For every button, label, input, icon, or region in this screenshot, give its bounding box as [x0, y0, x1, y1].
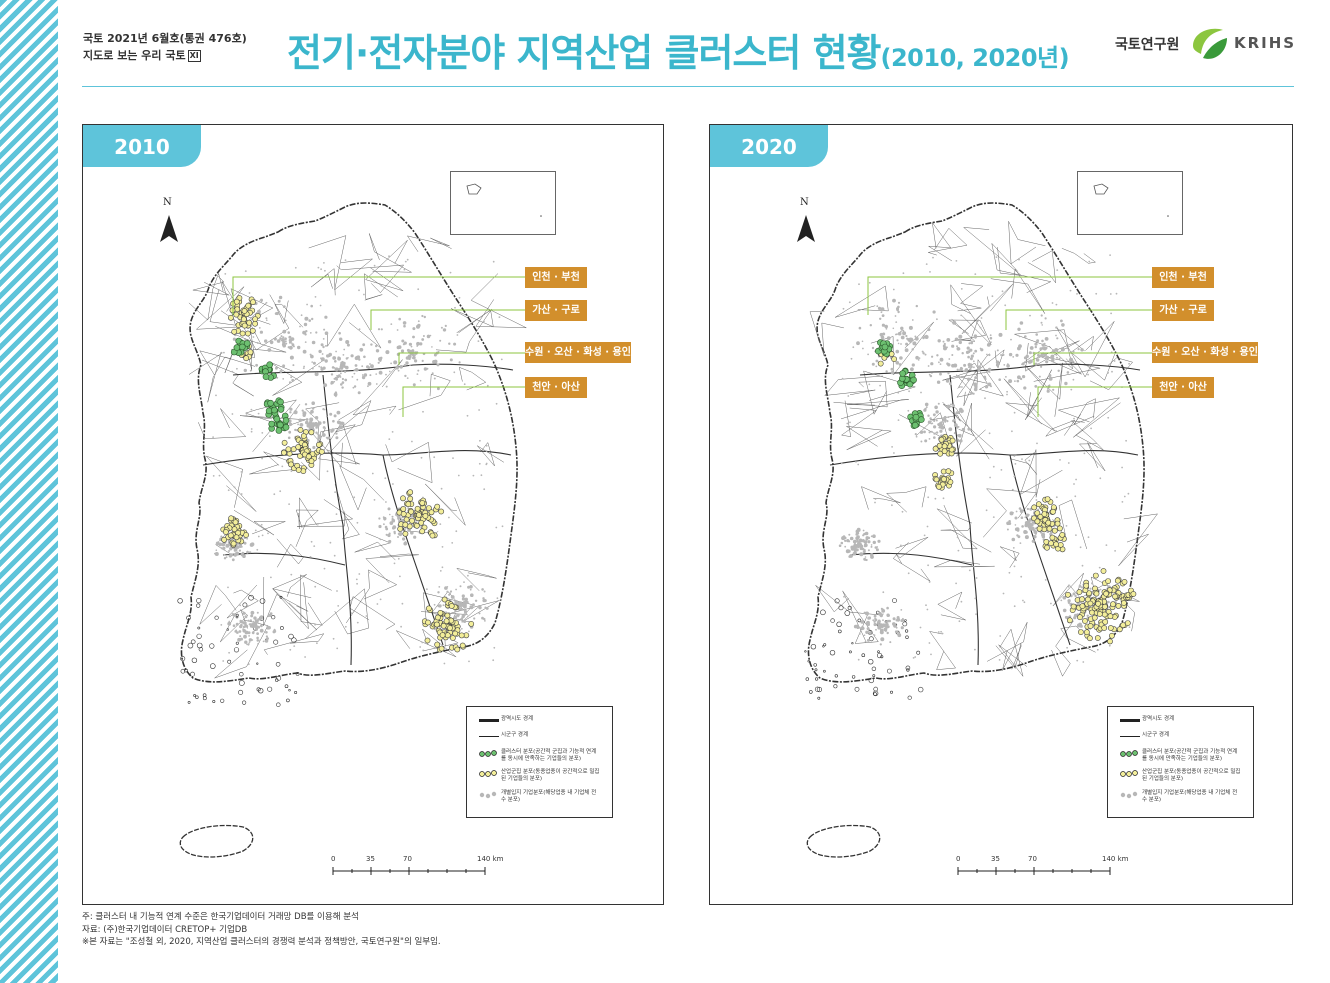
legend-district-boundary: 시군구 경계: [1142, 732, 1170, 738]
map-legend: 광역시도 경계 시군구 경계 클러스터 분포(공간적 군집과 기능적 연계를 동…: [1107, 706, 1254, 818]
legend-industry-agglomeration: 산업군집 분포(동종업종이 공간적으로 밀집된 기업들의 분포): [501, 769, 600, 782]
scale-tick-0: 0: [956, 855, 961, 863]
inset-map-dokdo: [450, 171, 556, 235]
north-label: N: [163, 197, 172, 208]
footnote-source: 자료: (주)한국기업데이터 CRETOP+ 기업DB: [82, 924, 248, 935]
org-logo: 국토연구원 KRIHS: [1115, 24, 1300, 64]
header-divider: [82, 86, 1294, 87]
legend-province-boundary: 광역시도 경계: [501, 716, 534, 722]
legend-cluster: 클러스터 분포(공간적 군집과 기능적 연계를 동시에 만족하는 기업들의 분포…: [1142, 749, 1238, 762]
scale-tick-140: 140 km: [1102, 855, 1129, 863]
scale-bar: 0 35 70 140 km: [956, 855, 1132, 879]
footnotes: 주: 클러스터 내 기능적 연계 수준은 한국기업데이터 거래망 DB를 이용해…: [82, 911, 441, 949]
title-main: 전기·전자분야 지역산업 클러스터 현황: [287, 31, 881, 75]
map-canvas-2020: [804, 202, 1159, 858]
legend-individual-firms: 개별입지 기업분포(해당업종 내 기업체 전수 분포): [1142, 790, 1238, 803]
region-label-incheon-bucheon: 인천 · 부천: [525, 267, 587, 288]
inset-map-dokdo: [1077, 171, 1183, 235]
legend-district-boundary: 시군구 경계: [501, 732, 529, 738]
region-label-incheon-bucheon: 인천 · 부천: [1152, 267, 1214, 288]
scale-tick-70: 70: [403, 855, 412, 863]
legend-province-boundary: 광역시도 경계: [1142, 716, 1175, 722]
scale-tick-35: 35: [366, 855, 375, 863]
region-label-gasan-guro: 가산 · 구로: [525, 300, 587, 321]
page-title: 전기·전자분야 지역산업 클러스터 현황(2010, 2020년): [287, 22, 1070, 77]
org-name-en: KRIHS: [1234, 34, 1297, 52]
north-arrow: N: [157, 197, 181, 247]
krihs-logo-icon: [1193, 28, 1227, 59]
region-label-suwon-osan-hwaseong-yongin: 수원 · 오산 · 화성 · 용인: [1152, 342, 1258, 363]
region-label-gasan-guro: 가산 · 구로: [1152, 300, 1214, 321]
map-canvas-2010: [177, 202, 527, 858]
scale-tick-35: 35: [991, 855, 1000, 863]
map-legend: 광역시도 경계 시군구 경계 클러스터 분포(공간적 군집과 기능적 연계를 동…: [466, 706, 613, 818]
scale-tick-0: 0: [331, 855, 336, 863]
region-label-cheonan-asan: 천안 · 아산: [525, 377, 587, 398]
title-sub: (2010, 2020년): [880, 44, 1070, 72]
map-panel-2010: 2010 N 인천 · 부천 가산 · 구로 수원 · 오산 · 화성 · 용인…: [82, 124, 664, 905]
org-name-kr: 국토연구원: [1115, 37, 1180, 53]
scale-tick-70: 70: [1028, 855, 1037, 863]
series-number-tag: XI: [187, 50, 201, 62]
legend-industry-agglomeration: 산업군집 분포(동종업종이 공간적으로 밀집된 기업들의 분포): [1142, 769, 1241, 782]
issue-line-2: 지도로 보는 우리 국토 XI: [83, 47, 247, 64]
legend-individual-firms: 개별입지 기업분포(해당업종 내 기업체 전수 분포): [501, 790, 597, 803]
region-label-suwon-osan-hwaseong-yongin: 수원 · 오산 · 화성 · 용인: [525, 342, 631, 363]
series-name: 지도로 보는 우리 국토: [83, 49, 186, 62]
map-panel-2020: 2020 N 인천 · 부천 가산 · 구로 수원 · 오산 · 화성 · 용인…: [709, 124, 1293, 905]
footnote-reference: ※본 자료는 "조성철 외, 2020, 지역산업 클러스터의 경쟁력 분석과 …: [82, 937, 441, 947]
scale-bar: 0 35 70 140 km: [331, 855, 507, 879]
scale-tick-140: 140 km: [477, 855, 504, 863]
north-label: N: [800, 197, 809, 208]
issue-info: 국토 2021년 6월호(통권 476호) 지도로 보는 우리 국토 XI: [83, 30, 247, 64]
issue-line-1: 국토 2021년 6월호(통권 476호): [83, 32, 247, 45]
year-tab: 2020: [710, 125, 828, 167]
north-arrow: N: [794, 197, 818, 247]
footnote-note: 주: 클러스터 내 기능적 연계 수준은 한국기업데이터 거래망 DB를 이용해…: [82, 912, 359, 922]
year-tab: 2010: [83, 125, 201, 167]
legend-cluster: 클러스터 분포(공간적 군집과 기능적 연계를 동시에 만족하는 기업들의 분포…: [501, 749, 597, 762]
decorative-stripe: [0, 0, 58, 983]
region-label-cheonan-asan: 천안 · 아산: [1152, 377, 1214, 398]
